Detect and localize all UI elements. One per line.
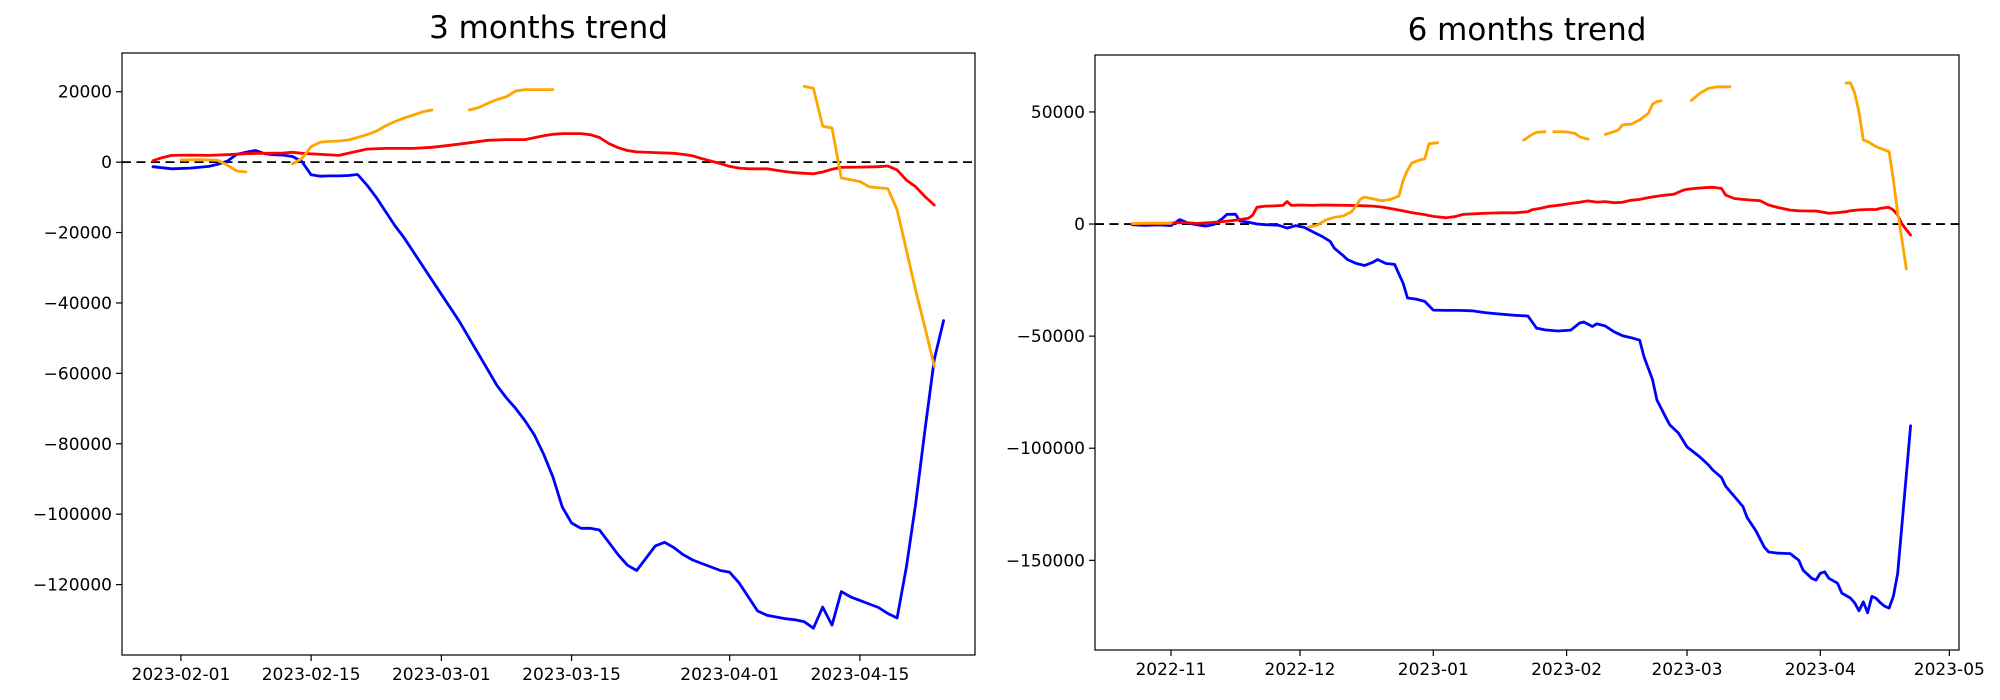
- y-tick-label: −20000: [44, 224, 112, 244]
- x-tick-label: 2022-12: [1264, 660, 1335, 680]
- series-orange-segment: [291, 108, 434, 166]
- plot-area-6-months: 2022-11 2022-12 2023-01 2023-02 2023-03 2023-…: [1006, 54, 1985, 680]
- series-orange-segment: [802, 85, 936, 368]
- series-orange-segment: [467, 88, 555, 112]
- series-red: [1130, 185, 1912, 237]
- series-orange-segment: [179, 158, 248, 174]
- y-tick-label: −80000: [44, 435, 112, 455]
- x-tick-label: 2023-02-15: [262, 665, 361, 685]
- x-tick-label: 2023-03-01: [392, 665, 491, 685]
- series-orange-segment: [1522, 130, 1547, 142]
- x-tick-label: 2022-11: [1135, 660, 1206, 680]
- chart-6-months-trend: 6 months trend 2022-11 2022-12 2023-01 2023…: [1006, 12, 1985, 680]
- series-orange-segment: [1552, 130, 1590, 141]
- series-orange-segment: [1844, 81, 1908, 271]
- x-tick-label: 2023-03-15: [522, 665, 621, 685]
- y-tick-label: −100000: [1006, 439, 1085, 459]
- x-tick-label: 2023-04-01: [680, 665, 779, 685]
- y-tick-label: 50000: [1031, 103, 1085, 123]
- y-tick-label: −60000: [44, 364, 112, 384]
- series-orange-segment: [1603, 99, 1663, 136]
- y-tick-label: −50000: [1017, 327, 1085, 347]
- series-orange: [1130, 81, 1908, 271]
- y-tick-label: −150000: [1006, 551, 1085, 571]
- x-tick-label: 2023-04: [1785, 660, 1856, 680]
- x-tick-label: 2023-03: [1651, 660, 1722, 680]
- y-axis: 20000 0 −20000 −40000 −60000 −80000 −100000 −12…: [33, 83, 122, 596]
- x-axis: 2023-02-01 2023-02-15 2023-03-01 2023-03-15…: [132, 655, 909, 685]
- chart-title-6-months: 6 months trend: [1408, 12, 1647, 48]
- series-blue-segment: [1130, 212, 1912, 615]
- plot-area-3-months: 2023-02-01 2023-02-15 2023-03-01 2023-03-15…: [33, 52, 976, 685]
- series-orange-segment: [1130, 221, 1173, 226]
- x-axis: 2022-11 2022-12 2023-01 2023-02 2023-03 2023-…: [1135, 650, 1985, 680]
- chart-title-3-months: 3 months trend: [429, 10, 668, 46]
- x-tick-label: 2023-02: [1531, 660, 1602, 680]
- series-red-segment: [151, 132, 936, 207]
- plot-frame: [1094, 54, 1960, 651]
- series-orange-segment: [1307, 141, 1439, 229]
- y-tick-label: −100000: [33, 505, 112, 525]
- series-orange-segment: [1689, 85, 1732, 102]
- chart-3-months-trend: 3 months trend 2023-02-01 2023-02-15 2023-…: [33, 10, 976, 685]
- series-blue-segment: [151, 149, 945, 630]
- x-tick-label: 2023-05: [1914, 660, 1985, 680]
- y-axis: 50000 0 −50000 −100000 −150000: [1006, 103, 1095, 571]
- y-tick-label: 0: [101, 153, 112, 173]
- series-red: [151, 132, 936, 207]
- x-tick-label: 2023-04-15: [810, 665, 909, 685]
- series-orange: [179, 85, 936, 368]
- series-blue: [1130, 212, 1912, 615]
- plot-frame: [121, 52, 976, 656]
- y-tick-label: 0: [1074, 215, 1085, 235]
- y-tick-label: −40000: [44, 294, 112, 314]
- y-tick-label: −120000: [33, 576, 112, 596]
- series-red-segment: [1130, 185, 1912, 237]
- series-blue: [151, 149, 945, 630]
- x-tick-label: 2023-01: [1398, 660, 1469, 680]
- y-tick-label: 20000: [58, 83, 112, 103]
- x-tick-label: 2023-02-01: [132, 665, 231, 685]
